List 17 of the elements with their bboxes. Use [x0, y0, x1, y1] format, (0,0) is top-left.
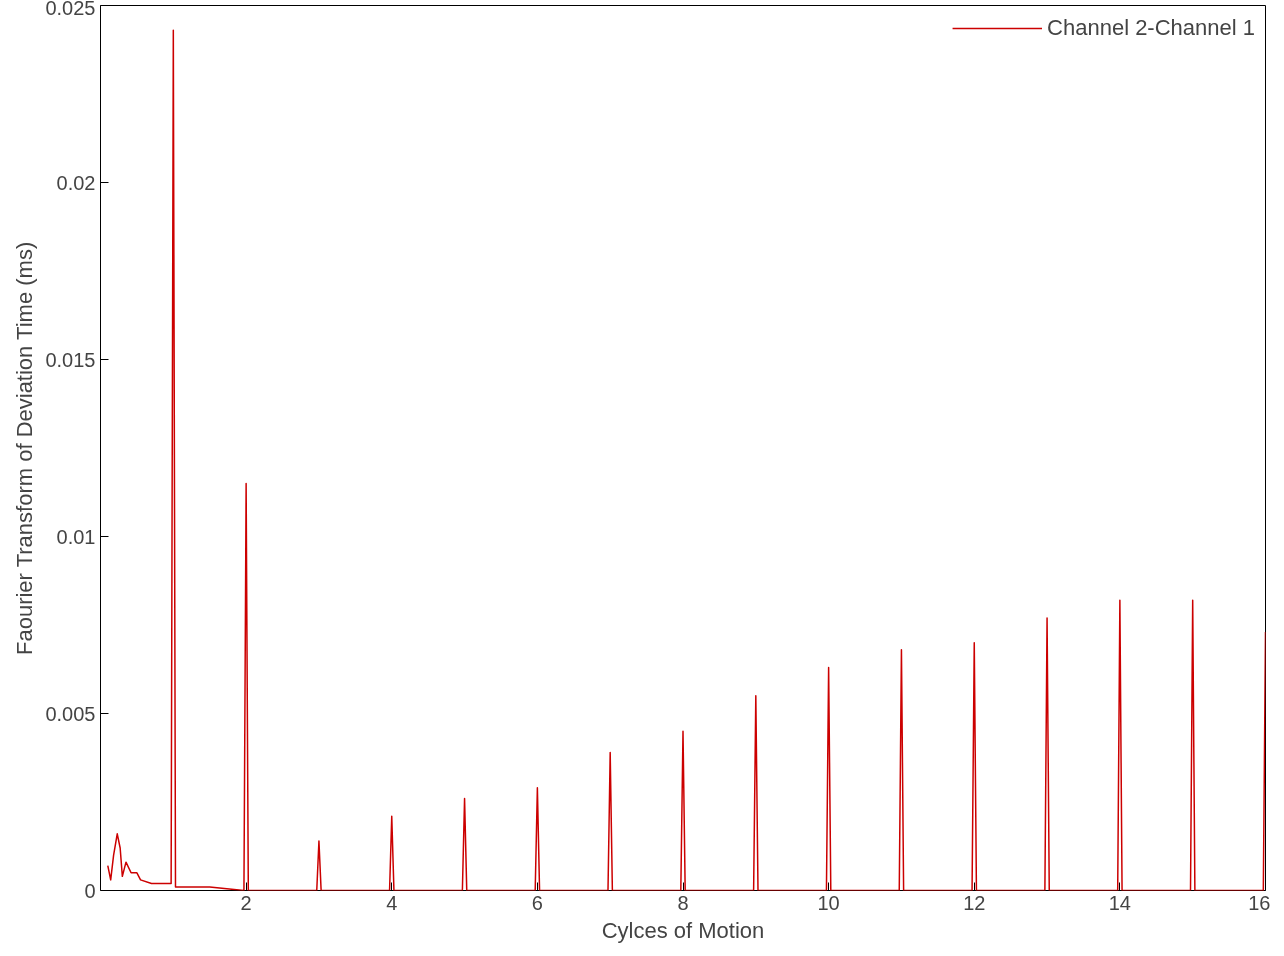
- x-tick-label: 8: [677, 891, 689, 914]
- legend-label: Channel 2-Channel 1: [1047, 15, 1255, 41]
- y-tick-label: 0: [84, 879, 96, 902]
- x-axis-title: Cylces of Motion: [601, 917, 765, 943]
- y-tick-label: 0.01: [56, 525, 96, 548]
- x-tick-label: 4: [386, 891, 398, 914]
- y-tick-label: 0.005: [45, 702, 96, 725]
- x-tick-label: 14: [1108, 891, 1131, 914]
- y-tick-label: 0.02: [56, 171, 96, 194]
- x-tick-label: 10: [817, 891, 840, 914]
- y-axis-title: Faourier Transform of Deviation Time (ms): [12, 241, 38, 656]
- x-tick-label: 6: [531, 891, 543, 914]
- y-tick-label: 0.025: [45, 0, 96, 19]
- y-tick-label: 0.015: [45, 348, 96, 371]
- x-tick-label: 16: [1248, 891, 1271, 914]
- x-tick-label: 12: [963, 891, 986, 914]
- x-tick-label: 2: [240, 891, 252, 914]
